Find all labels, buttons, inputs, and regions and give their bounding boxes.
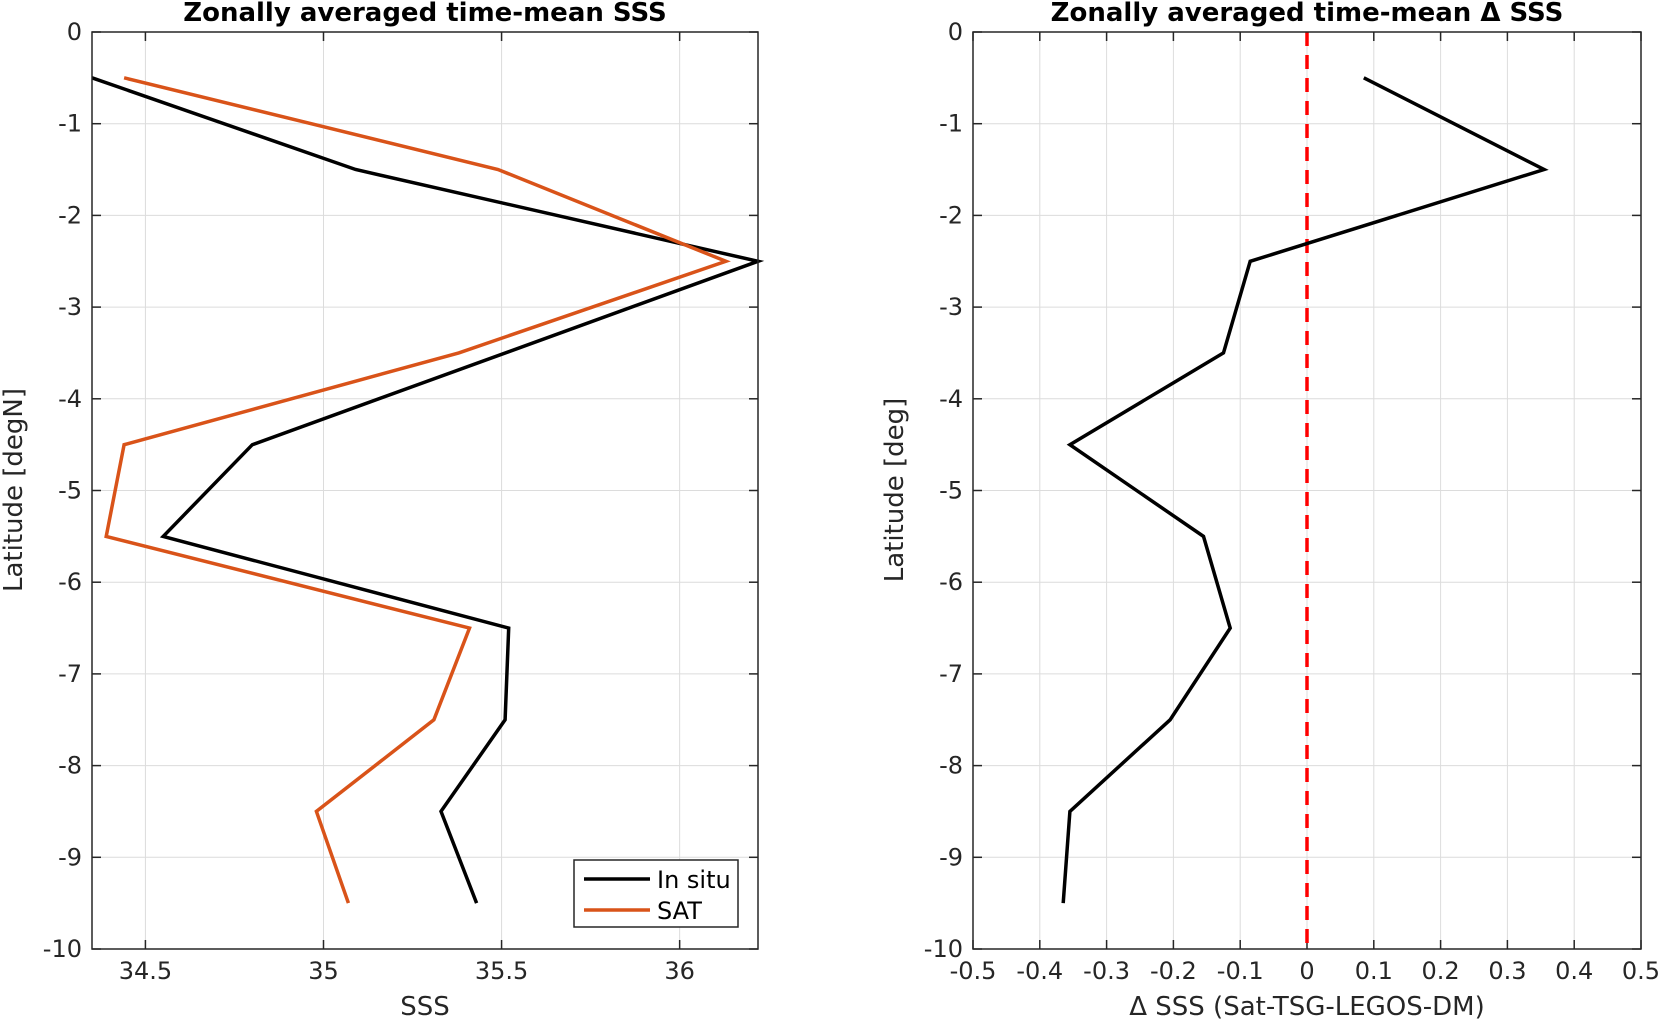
left-x-axis-label: SSS <box>400 992 450 1022</box>
series-line-in-situ <box>91 76 765 904</box>
x-tick-label: 35 <box>308 957 339 985</box>
legend-label-sat: SAT <box>657 897 702 925</box>
left-grid <box>92 31 758 950</box>
left-chart: 34.5 35 35.5 36 0 -1 -2 -3 -4 -5 -6 -7 -8 -9 -10 Zonal… <box>0 0 765 1022</box>
y-tick-label: -3 <box>939 293 963 321</box>
right-series <box>1061 76 1549 904</box>
x-tick-label: 0.1 <box>1355 957 1393 985</box>
x-tick-label: 0.2 <box>1422 957 1460 985</box>
y-tick-label: -6 <box>939 568 963 596</box>
x-tick-label: 36 <box>664 957 695 985</box>
left-series <box>91 76 765 904</box>
x-tick-label: -0.3 <box>1083 957 1130 985</box>
legend: In situ SAT <box>573 859 739 928</box>
left-chart-title: Zonally averaged time-mean SSS <box>183 0 667 28</box>
y-tick-label: -5 <box>58 477 82 505</box>
left-axes-box <box>91 31 759 950</box>
right-axes-box <box>972 31 1642 950</box>
y-tick-label: -10 <box>43 935 82 963</box>
x-tick-label: 0.4 <box>1555 957 1593 985</box>
y-tick-label: -6 <box>58 568 82 596</box>
x-tick-label: 35.5 <box>475 957 528 985</box>
y-tick-label: -5 <box>939 477 963 505</box>
x-tick-label: 34.5 <box>119 957 172 985</box>
y-tick-label: -1 <box>939 110 963 138</box>
right-y-axis-label: Latitude [deg] <box>880 398 910 583</box>
y-tick-label: -3 <box>58 293 82 321</box>
y-tick-label: -9 <box>58 843 82 871</box>
x-tick-label: 0 <box>1299 957 1314 985</box>
right-ticks: -0.5 -0.4 -0.3 -0.2 -0.1 0 0.1 0.2 0.3 0.4 0.5 0 -1 -… <box>924 18 1660 985</box>
x-tick-label: 0.5 <box>1622 957 1660 985</box>
x-tick-label: 0.3 <box>1488 957 1526 985</box>
left-ticks: 34.5 35 35.5 36 0 -1 -2 -3 -4 -5 -6 -7 -8 -9 -10 <box>43 18 758 985</box>
x-tick-label: -0.1 <box>1217 957 1264 985</box>
y-tick-label: -10 <box>924 935 963 963</box>
right-chart: -0.5 -0.4 -0.3 -0.2 -0.1 0 0.1 0.2 0.3 0.4 0.5 0 -1 -… <box>880 0 1660 1022</box>
y-tick-label: -8 <box>58 752 82 780</box>
x-tick-label: -0.2 <box>1150 957 1197 985</box>
series-line-delta-sss <box>1061 76 1549 904</box>
x-tick-label: -0.5 <box>950 957 997 985</box>
y-tick-label: -4 <box>939 385 963 413</box>
y-tick-label: -2 <box>939 201 963 229</box>
y-tick-label: 0 <box>948 18 963 46</box>
y-tick-label: -8 <box>939 752 963 780</box>
legend-label-in-situ: In situ <box>657 866 731 894</box>
right-x-axis-label: Δ SSS (Sat-TSG-LEGOS-DM) <box>1129 992 1485 1022</box>
y-tick-label: -7 <box>939 660 963 688</box>
legend-box <box>573 859 739 928</box>
y-tick-label: -4 <box>58 385 82 413</box>
right-chart-title: Zonally averaged time-mean Δ SSS <box>1051 0 1564 28</box>
y-tick-label: -7 <box>58 660 82 688</box>
left-y-axis-label: Latitude [degN] <box>0 388 29 592</box>
y-tick-label: 0 <box>67 18 82 46</box>
series-line-sat <box>104 76 731 904</box>
y-tick-label: -9 <box>939 843 963 871</box>
y-tick-label: -1 <box>58 110 82 138</box>
y-tick-label: -2 <box>58 201 82 229</box>
x-tick-label: -0.4 <box>1016 957 1063 985</box>
